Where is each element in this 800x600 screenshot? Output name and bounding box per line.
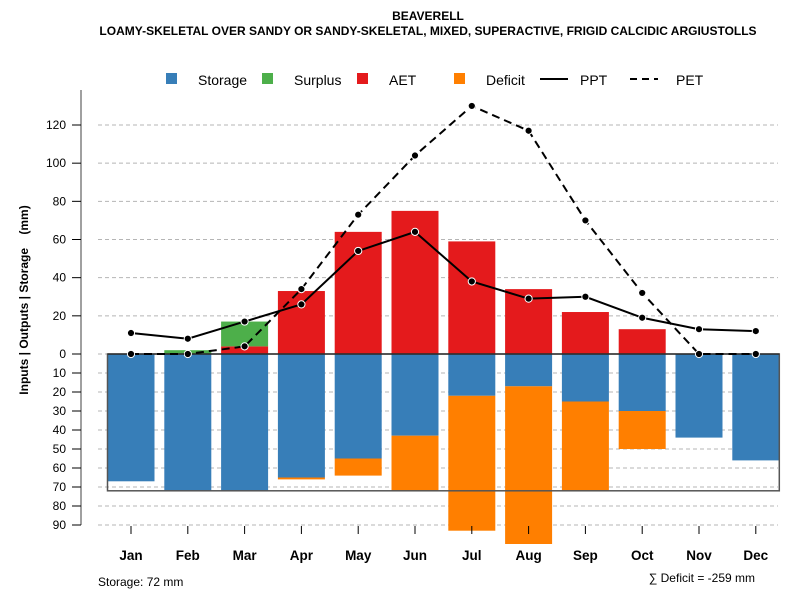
ppt-point <box>183 334 192 343</box>
ppt-point <box>297 300 306 309</box>
pet-point <box>240 342 249 351</box>
storage-bar <box>618 354 666 411</box>
x-tick-label: Jul <box>462 548 482 563</box>
y-tick-label: 80 <box>53 194 67 208</box>
surplus-legend-label: Surplus <box>294 72 341 88</box>
ppt-point <box>524 294 533 303</box>
deficit-bar <box>391 435 439 491</box>
x-tick-label: May <box>345 548 372 563</box>
ppt-point <box>240 317 249 326</box>
ppt-line <box>130 230 756 340</box>
x-tick-label: Jun <box>403 548 427 563</box>
x-axis: Jan Feb Mar Apr May Jun Jul Aug Sep Oct Nov Dec <box>119 526 769 563</box>
storage-bar <box>561 354 609 402</box>
y-tick-label: 0 <box>59 347 66 361</box>
x-tick-label: Sep <box>573 548 598 563</box>
y-tick-label: 40 <box>53 423 67 437</box>
pet-legend-label: PET <box>676 72 704 88</box>
deficit-legend-label: Deficit <box>486 72 525 88</box>
aet-legend-label: AET <box>389 72 417 88</box>
series-lines <box>126 101 760 359</box>
ppt-point <box>638 313 647 322</box>
pet-point <box>467 101 476 111</box>
pet-point <box>354 210 363 219</box>
ppt-point <box>751 327 760 336</box>
aet-bar <box>618 329 666 354</box>
deficit-bar <box>505 386 553 544</box>
y-tick-label: 100 <box>46 156 66 170</box>
storage-bar <box>732 354 780 461</box>
deficit-bar <box>277 477 325 480</box>
storage-legend-swatch <box>166 73 177 84</box>
x-tick-label: Nov <box>686 548 712 563</box>
pet-point <box>638 288 647 298</box>
storage-bar <box>334 354 382 459</box>
chart-title: BEAVERELL <box>392 9 464 23</box>
deficit-bar <box>448 395 496 531</box>
x-tick-label: Dec <box>743 548 768 563</box>
y-tick-label: 10 <box>53 366 67 380</box>
storage-legend-label: Storage <box>198 72 247 88</box>
pet-point <box>694 349 704 359</box>
chart-subtitle: LOAMY-SKELETAL OVER SANDY OR SANDY-SKELE… <box>99 24 756 38</box>
y-tick-label: 120 <box>46 118 66 132</box>
aet-legend-swatch <box>357 73 368 84</box>
x-tick-label: Feb <box>176 548 200 563</box>
aet-bar <box>561 312 609 354</box>
storage-bar <box>675 354 723 438</box>
deficit-legend-swatch <box>454 73 465 84</box>
y-tick-label: 60 <box>53 461 67 475</box>
ppt-point <box>410 227 420 236</box>
x-tick-label: Oct <box>631 548 654 563</box>
x-tick-label: Jan <box>119 548 142 563</box>
y-axis-label: Inputs | Outputs | Storage (mm) <box>17 205 31 394</box>
storage-bar <box>164 354 212 491</box>
y-tick-label: 90 <box>53 518 67 532</box>
ppt-legend-label: PPT <box>580 72 608 88</box>
x-tick-label: Apr <box>290 548 314 563</box>
deficit-sum-annotation: ∑ Deficit = -259 mm <box>649 571 755 585</box>
deficit-bar <box>618 411 666 449</box>
x-tick-label: Mar <box>233 548 258 563</box>
pet-point <box>183 349 192 359</box>
ppt-point <box>694 325 704 334</box>
deficit-bar <box>561 401 609 491</box>
y-tick-label: 20 <box>53 309 67 323</box>
ppt-point <box>354 246 363 256</box>
y-tick-label: 20 <box>53 385 67 399</box>
pet-point <box>581 216 590 225</box>
pet-point <box>524 126 533 135</box>
x-tick-label: Aug <box>515 548 541 563</box>
storage-bar <box>221 354 269 491</box>
bars <box>107 210 780 544</box>
pet-point <box>751 349 760 359</box>
pet-point <box>410 151 420 160</box>
pet-point <box>297 285 306 294</box>
y-tick-label: 30 <box>53 404 67 418</box>
ppt-point <box>581 292 590 301</box>
storage-annotation: Storage: 72 mm <box>98 575 183 589</box>
surplus-legend-swatch <box>262 73 273 84</box>
y-tick-label: 60 <box>53 233 67 247</box>
storage-bar <box>277 354 325 478</box>
y-tick-label: 80 <box>53 499 67 513</box>
storage-bar <box>448 354 496 396</box>
ppt-point <box>467 277 476 286</box>
legend: Storage Surplus AET Deficit PPT PET <box>166 72 704 88</box>
storage-bar <box>391 354 439 436</box>
y-tick-label: 70 <box>53 480 67 494</box>
y-tick-label: 50 <box>53 442 67 456</box>
storage-bar <box>107 354 155 482</box>
storage-bar <box>505 354 553 387</box>
aet-bar <box>448 241 496 354</box>
y-axis: 0 20 40 60 80 100 120 10 20 30 40 50 60 70 80 90 <box>46 90 82 532</box>
ppt-point <box>126 328 136 338</box>
deficit-bar <box>334 458 382 476</box>
y-tick-label: 40 <box>53 271 67 285</box>
pet-line <box>131 104 756 355</box>
pet-point <box>126 349 136 359</box>
